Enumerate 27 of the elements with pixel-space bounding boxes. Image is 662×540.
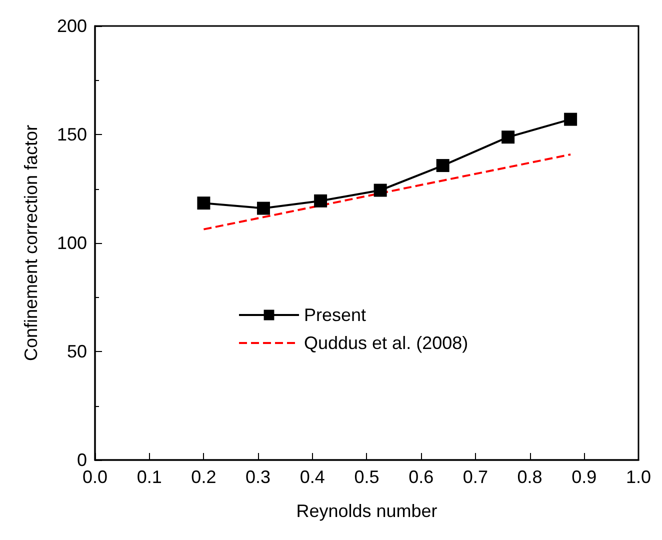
legend-label: Quddus et al. (2008)	[304, 333, 468, 353]
y-tick-label: 0	[76, 450, 87, 470]
x-tick-label: 0.0	[82, 467, 108, 487]
point	[564, 112, 578, 126]
x-tick-label: 0.7	[462, 467, 488, 487]
point	[436, 159, 450, 172]
y-axis-title: Confinement correction factor	[21, 124, 41, 362]
x-tick-label: 0.4	[300, 467, 325, 487]
point	[256, 202, 270, 215]
y-tick-label: 50	[66, 342, 87, 362]
x-tick-label: 0.8	[517, 467, 542, 487]
x-tick-label: 0.9	[572, 467, 597, 487]
point	[197, 196, 210, 210]
y-tick-label: 150	[56, 124, 87, 144]
point	[502, 130, 515, 144]
x-tick-label: 0.6	[408, 467, 434, 487]
y-tick-label: 100	[56, 233, 87, 253]
point	[314, 194, 328, 208]
x-tick-label: 0.2	[191, 467, 216, 487]
x-tick-label: 1.0	[626, 467, 652, 487]
x-tick-label: 0.5	[354, 467, 380, 487]
x-tick-label: 0.3	[246, 467, 271, 487]
x-axis-title: Reynolds number	[296, 501, 438, 521]
legend-label: Present	[304, 305, 366, 325]
y-tick-label: 200	[56, 16, 87, 36]
x-tick-label: 0.1	[136, 467, 162, 487]
point	[374, 184, 387, 197]
